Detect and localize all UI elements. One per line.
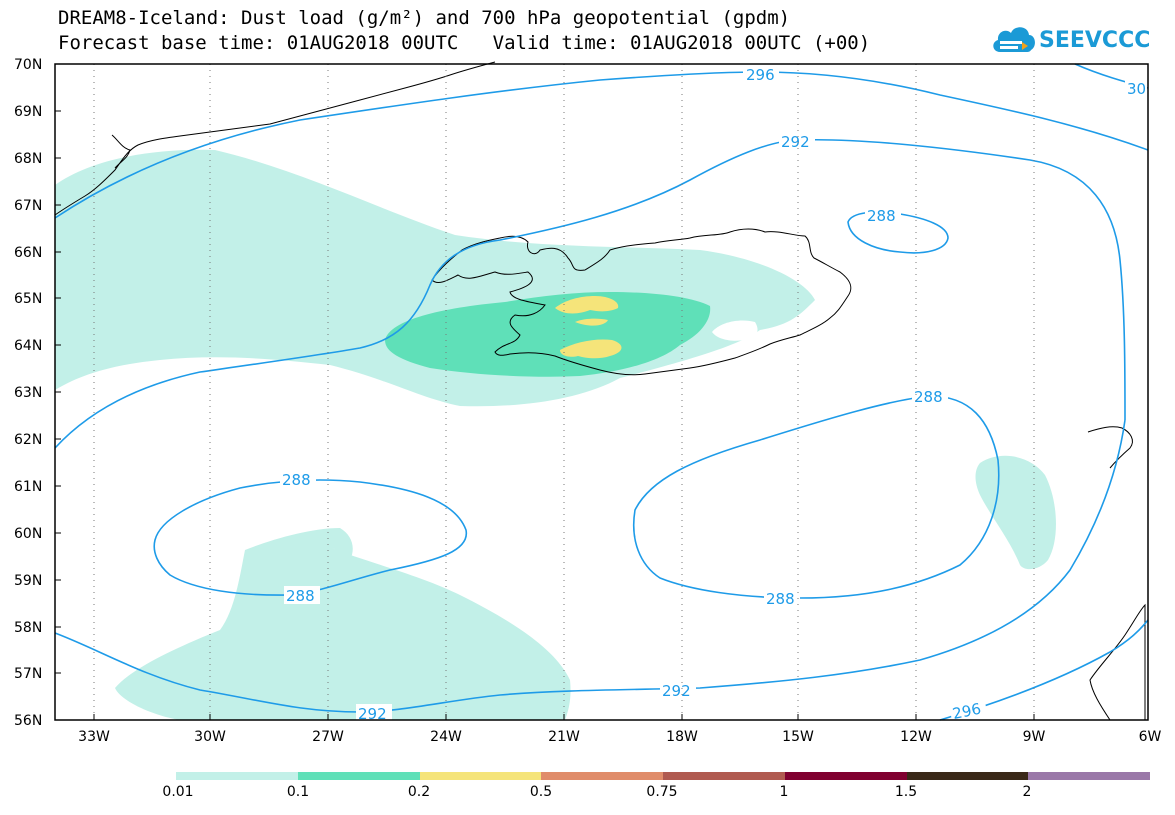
dust-area-hole [712,320,758,341]
longitude-labels: 33W 30W 27W 24W 21W 18W 15W 12W 9W 6W [78,729,1161,745]
lon-label: 15W [782,729,814,745]
latitude-labels: 70N 69N 68N 67N 66N 65N 64N 63N 62N 61N … [14,57,42,729]
legend-label: 0.2 [407,784,431,800]
legend-label: 0.5 [529,784,553,800]
dust-shading [55,149,1056,720]
lon-label: 30W [194,729,226,745]
contour-label: 30 [1127,80,1146,98]
legend-label: 1 [779,784,789,800]
lon-label: 6W [1139,729,1162,745]
lat-label: 67N [14,198,42,214]
lat-label: 64N [14,338,42,354]
legend-swatch [297,772,420,780]
legend-label: 2 [1022,784,1032,800]
lat-label: 66N [14,245,42,261]
dust-area-high-south [560,339,622,359]
legend-label: 1.5 [894,784,918,800]
contour-label: 288 [867,207,896,225]
contour-288-east [632,395,1000,599]
logo-text: SEEVCCC [1039,28,1151,53]
contour-label: 292 [358,705,387,723]
color-legend [176,772,1150,780]
dust-area-southwest [115,528,571,720]
legend-swatch [906,772,1029,780]
contour-label: 288 [282,471,311,489]
geopotential-contours [54,63,1149,721]
contour-296-north [54,71,1149,219]
lat-label: 56N [14,713,42,729]
contour-label: 288 [286,587,315,605]
legend-label: 0.1 [286,784,310,800]
axis-ticks [55,63,1035,720]
legend-swatch [784,772,907,780]
coastline-iceland [431,228,852,376]
legend-swatch [663,772,785,780]
legend-swatch [176,772,298,780]
dust-area-east [975,455,1056,570]
contour-label: 296 [951,700,983,724]
legend-swatch [541,772,663,780]
coastline-greenland [54,61,496,216]
contour-label: 292 [781,133,810,151]
gridlines [93,64,1035,720]
dust-area-mid [385,292,711,377]
lat-label: 62N [14,432,42,448]
contour-label: 288 [766,590,795,608]
lon-label: 18W [666,729,698,745]
contour-288-west [153,479,468,596]
lat-label: 69N [14,104,42,120]
map-subtitle: Forecast base time: 01AUG2018 00UTC Vali… [58,32,871,54]
lat-label: 57N [14,666,42,682]
map-title: DREAM8-Iceland: Dust load (g/m²) and 700… [58,7,791,29]
lat-label: 58N [14,620,42,636]
contour-label: 288 [914,388,943,406]
lon-label: 33W [78,729,110,745]
contour-labels: 296 30 292 288 288 288 288 288 292 292 2… [280,64,1147,723]
lat-label: 60N [14,526,42,542]
lat-label: 61N [14,479,42,495]
lon-label: 21W [548,729,580,745]
contour-label: 292 [662,682,691,700]
cloud-icon [993,27,1035,52]
lon-label: 9W [1023,729,1046,745]
lat-label: 65N [14,291,42,307]
coastline-faroe-scotland [1087,426,1146,721]
contour-label: 296 [746,66,775,84]
legend-swatch [1028,772,1150,780]
lon-label: 27W [312,729,344,745]
contour-292 [54,138,1126,449]
lat-label: 68N [14,151,42,167]
legend-label: 0.75 [646,784,678,800]
lat-label: 70N [14,57,42,73]
lon-label: 12W [900,729,932,745]
contour-292-south [54,419,1126,713]
legend-swatch [419,772,542,780]
lat-label: 63N [14,385,42,401]
seevccc-logo: SEEVCCC [990,22,1150,58]
lat-label: 59N [14,573,42,589]
legend-label: 0.01 [162,784,194,800]
dust-area-high-north [555,296,619,314]
lon-label: 24W [430,729,462,745]
